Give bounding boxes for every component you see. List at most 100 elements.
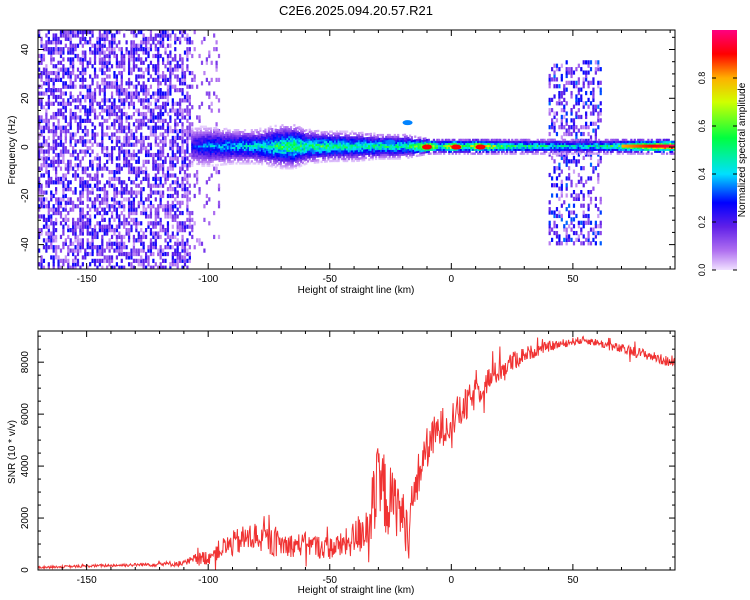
- spectrogram-cell: [228, 150, 231, 154]
- spectrogram-cell: [174, 125, 177, 130]
- spectrogram-cell: [553, 70, 556, 75]
- spectrogram-cell: [140, 30, 143, 35]
- spectrogram-cell: [228, 135, 231, 138]
- spectrogram-cell: [118, 217, 121, 222]
- spectrogram-cell: [262, 149, 265, 153]
- spectrogram-cell: [240, 162, 243, 165]
- spectrogram-cell: [81, 176, 84, 182]
- spectrogram-cell: [47, 74, 50, 79]
- spectrogram-cell: [597, 104, 600, 109]
- spectrogram-cell: [257, 138, 260, 142]
- spectrogram-cell: [237, 134, 240, 138]
- spectrogram-cell: [381, 153, 384, 156]
- spectrogram-cell: [291, 135, 294, 139]
- spectrogram-cell: [181, 146, 184, 151]
- spectrogram-cell: [580, 220, 583, 225]
- spectrogram-cell: [402, 151, 405, 154]
- spectrogram-cell: [174, 204, 177, 209]
- spectrogram-cell: [106, 146, 109, 151]
- spectrogram-cell: [250, 140, 253, 144]
- spectrogram-cell: [262, 157, 265, 160]
- spectrogram-cell: [279, 143, 282, 146]
- spectrogram-cell: [106, 132, 109, 137]
- spectrogram-cell: [592, 77, 595, 82]
- spectrogram-cell: [575, 237, 578, 242]
- spectrogram-cell: [171, 204, 174, 209]
- spectrogram-cell: [320, 145, 323, 148]
- spectrogram-cell: [115, 156, 119, 161]
- spectrogram-cell: [301, 148, 304, 151]
- spectrogram-cell: [164, 105, 167, 110]
- spectrogram-cell: [149, 142, 153, 147]
- spectrogram-cell: [118, 129, 121, 134]
- spectrogram-cell: [255, 140, 259, 144]
- spectrogram-cell: [147, 125, 150, 130]
- spectrogram-cell: [575, 97, 578, 102]
- spectrogram-cell: [245, 142, 248, 146]
- spectrogram-cell: [366, 140, 369, 144]
- spectrogram-cell: [228, 156, 231, 160]
- spectrogram-cell: [64, 67, 67, 72]
- spectrogram-cell: [191, 228, 194, 233]
- spectrogram-cell: [223, 149, 226, 152]
- spectrogram-cell: [186, 142, 189, 147]
- spectrogram-cell: [209, 156, 213, 160]
- spectrogram-cell: [98, 245, 101, 250]
- spectrogram-cell: [262, 155, 265, 158]
- spectrogram-cell: [356, 141, 359, 145]
- spectrogram-cell: [86, 221, 89, 226]
- spectrogram-cell: [208, 164, 211, 168]
- spectrogram-cell: [132, 30, 136, 35]
- spectrogram-cell: [269, 125, 272, 129]
- spectrogram-cell: [206, 156, 209, 160]
- spectrogram-cell: [40, 156, 43, 161]
- spectrogram-cell: [213, 132, 216, 136]
- spectrogram-cell: [74, 115, 77, 120]
- spectrogram-cell: [378, 147, 381, 150]
- spectrogram-cell: [281, 131, 284, 135]
- spectrogram-cell: [79, 60, 82, 65]
- spectrogram-cell: [50, 238, 53, 243]
- spectrogram-cell: [57, 125, 60, 130]
- spectrogram-cell: [330, 148, 333, 151]
- spectrogram-cell: [340, 151, 344, 155]
- spectrogram-cell: [217, 204, 221, 209]
- spectrogram-cell: [279, 137, 282, 140]
- spectrogram-cell: [103, 217, 106, 222]
- spectrogram-cell: [89, 231, 92, 236]
- spectrogram-cell: [308, 136, 311, 139]
- spectrogram-cell: [284, 157, 287, 160]
- spectrogram-cell: [320, 137, 323, 140]
- spectrogram-cell: [164, 30, 167, 35]
- spectrogram-cell: [79, 241, 82, 246]
- spectrogram-cell: [266, 136, 269, 140]
- spectrogram-cell: [152, 94, 155, 100]
- spectrogram-cell: [113, 183, 116, 188]
- spectrogram-cell: [132, 47, 136, 52]
- spectrogram-cell: [381, 147, 384, 150]
- spectrogram-cell: [388, 149, 391, 152]
- spectrogram-cell: [101, 187, 104, 192]
- spectrogram-cell: [108, 108, 111, 113]
- spectrogram-cell: [289, 133, 293, 137]
- spectrogram-cell: [294, 131, 298, 134]
- spectrogram-cell: [301, 140, 304, 143]
- spectrogram-cell: [140, 190, 143, 195]
- spectrogram-cell: [563, 84, 566, 89]
- spectrogram-cell: [115, 163, 119, 168]
- spectrogram-cell: [294, 166, 298, 169]
- spectrogram-cell: [325, 148, 328, 151]
- spectrogram-cell: [181, 245, 184, 250]
- spectrogram-cell: [218, 155, 221, 159]
- spectrogram-cell: [332, 149, 335, 153]
- spectrogram-cell: [374, 155, 378, 159]
- spectrogram-cell: [169, 74, 172, 79]
- spectrogram-cell: [388, 133, 391, 137]
- spectrogram-cell: [142, 60, 145, 65]
- spectrogram-cell: [570, 111, 573, 116]
- spectrogram-cell: [186, 265, 189, 269]
- spectrogram-cell: [69, 118, 72, 123]
- spectrogram-cell: [108, 241, 111, 246]
- spectrogram-cell: [221, 132, 225, 135]
- spectrogram-cell: [267, 148, 270, 152]
